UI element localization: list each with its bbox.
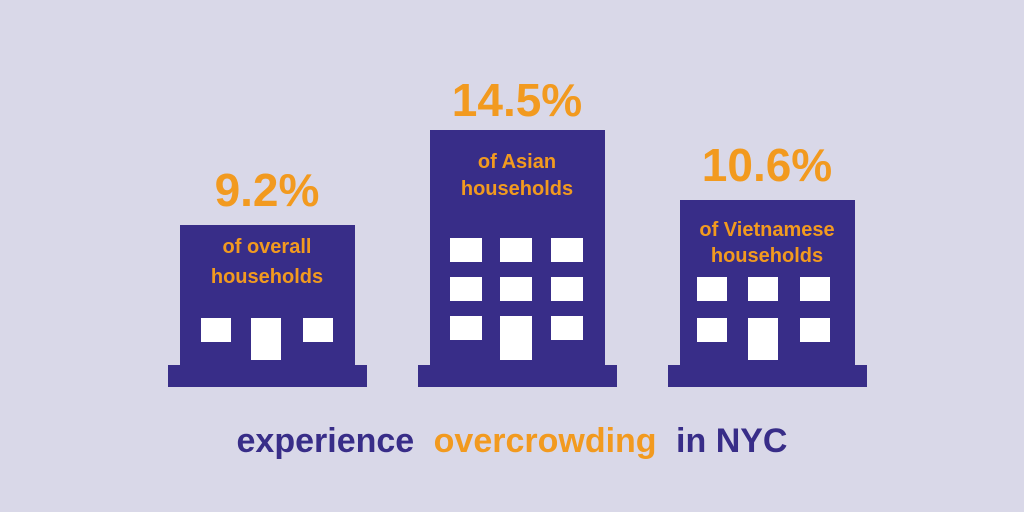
window: [551, 316, 583, 340]
caption-highlight: overcrowding: [434, 422, 657, 460]
door: [500, 316, 532, 360]
window: [500, 277, 532, 301]
caption-text: in NYC: [676, 422, 787, 460]
building-base: [418, 365, 617, 387]
label: of Asian: [478, 151, 556, 173]
window: [450, 277, 482, 301]
label: households: [711, 245, 823, 267]
window: [800, 318, 830, 342]
label: households: [211, 266, 323, 288]
label: of overall: [223, 236, 312, 258]
building-base: [668, 365, 867, 387]
window: [551, 277, 583, 301]
window: [500, 238, 532, 262]
window: [748, 277, 778, 301]
building: [668, 200, 867, 387]
window: [303, 318, 333, 342]
window: [201, 318, 231, 342]
building: [168, 225, 367, 387]
label: of Vietnamese: [699, 219, 834, 241]
window: [697, 277, 727, 301]
window: [450, 316, 482, 340]
window: [551, 238, 583, 262]
building-base: [168, 365, 367, 387]
window: [450, 238, 482, 262]
caption-text: experience: [237, 422, 415, 460]
window: [697, 318, 727, 342]
door: [748, 318, 778, 360]
label: households: [461, 178, 573, 200]
percentage: 9.2%: [215, 164, 320, 216]
percentage: 10.6%: [702, 139, 832, 191]
window: [800, 277, 830, 301]
percentage: 14.5%: [452, 74, 582, 126]
building: [418, 130, 617, 387]
door: [251, 318, 281, 360]
caption: experience overcrowding in NYC: [237, 422, 788, 460]
